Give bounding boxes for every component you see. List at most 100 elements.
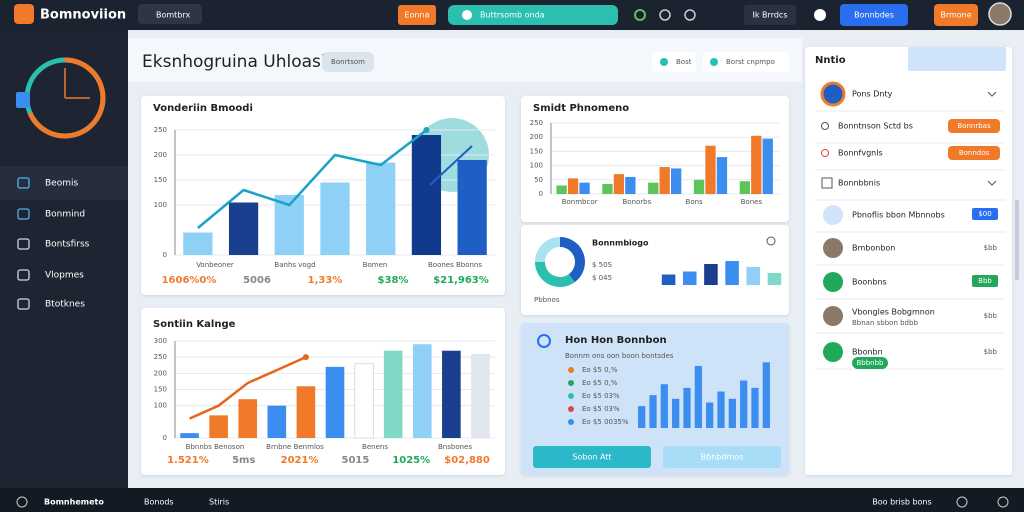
list-label[interactable]: Bonnbbnis: [838, 179, 880, 188]
bar: [683, 387, 691, 428]
button[interactable]: [840, 4, 908, 26]
nav-item[interactable]: Beomis: [45, 179, 78, 189]
tag-text: Bonrtsom: [331, 58, 365, 66]
panel-tab[interactable]: [908, 47, 1006, 71]
gauge-arc: [27, 57, 106, 139]
nav-item[interactable]: Bonmind: [45, 210, 85, 220]
stat: $38%: [378, 275, 409, 286]
x-tick-label: Bonmbcor: [562, 198, 598, 206]
avatar[interactable]: [988, 2, 1012, 26]
list-label[interactable]: Bmbonbon: [852, 244, 895, 253]
icon[interactable]: [684, 9, 696, 21]
bar: [567, 178, 579, 194]
nav-item[interactable]: Btotknes: [45, 300, 85, 310]
bar: [694, 365, 702, 428]
bar: [706, 402, 714, 428]
chevron[interactable]: [987, 180, 997, 186]
nav-active: [0, 166, 128, 200]
y-tick-label: 250: [154, 353, 167, 361]
bar: [457, 160, 487, 255]
button[interactable]: [652, 52, 696, 72]
bar: [625, 176, 636, 194]
list-label[interactable]: Bonntnson Sctd bs: [838, 122, 913, 131]
nav-item[interactable]: Bontsfirss: [45, 240, 90, 250]
icon[interactable]: [956, 496, 968, 508]
card-subtitle: Bonnm ons oon boon bontsdes: [565, 352, 674, 360]
decoration-line: [429, 145, 473, 186]
y-tick-label: 200: [154, 151, 167, 159]
y-tick-label: 250: [154, 126, 167, 134]
bar: [602, 184, 613, 194]
list-label[interactable]: Vbongles Bobgmnon: [852, 308, 935, 317]
pill[interactable]: [448, 5, 618, 25]
icon[interactable]: [814, 9, 826, 21]
bar: [767, 273, 782, 285]
icon: [823, 342, 843, 362]
list-label[interactable]: Pbnoflis bbon Mbnnobs: [852, 211, 945, 220]
button[interactable]: [934, 4, 978, 26]
nav-icon: [17, 177, 30, 189]
list-label[interactable]: Boonbns: [852, 278, 887, 287]
search-text: Bomtbrx: [156, 11, 190, 20]
icon: [820, 81, 846, 107]
button[interactable]: [398, 5, 436, 25]
icon[interactable]: [997, 496, 1009, 508]
y-tick-label: 150: [530, 147, 543, 155]
badge-text: Bbb: [978, 277, 992, 285]
badge[interactable]: [972, 208, 998, 220]
radio[interactable]: [821, 149, 829, 157]
badge[interactable]: [972, 275, 998, 287]
legend-dot: [568, 419, 574, 425]
stat: 5015: [341, 455, 369, 466]
icon: [823, 205, 843, 225]
list-label[interactable]: Pons Dnty: [852, 90, 893, 99]
bar: [354, 363, 374, 439]
radio[interactable]: [821, 122, 829, 130]
pill-icon: [462, 10, 472, 20]
link[interactable]: [744, 5, 796, 25]
card-title: Bonnmbiogo: [592, 239, 649, 248]
line: [189, 356, 307, 420]
icon[interactable]: [659, 9, 671, 21]
icon[interactable]: [634, 9, 646, 21]
bar: [705, 145, 716, 194]
button[interactable]: [948, 119, 1000, 133]
nav: Beomis Bonmind Bontsfirss Vlopmes Btotknes: [17, 177, 90, 310]
button[interactable]: [948, 146, 1000, 160]
bar: [716, 157, 728, 194]
bar: [672, 398, 680, 428]
list-label[interactable]: Bonnfvgnls: [838, 149, 883, 158]
button[interactable]: [663, 446, 781, 468]
stat: 5ms: [232, 455, 255, 466]
stat: 1,33%: [308, 275, 343, 286]
list-meta: $bb: [984, 348, 998, 356]
button[interactable]: [703, 52, 789, 72]
bar: [762, 362, 770, 428]
info-icon[interactable]: [766, 236, 776, 246]
list-meta: $bb: [984, 312, 998, 320]
footer-item[interactable]: Bonods: [144, 498, 174, 507]
x-tick-label: Bonorbs: [622, 198, 651, 206]
stat: 1025%: [392, 455, 430, 466]
bar: [383, 350, 403, 438]
button[interactable]: [533, 446, 651, 468]
caption: Pbbnos: [534, 296, 560, 304]
badge[interactable]: [852, 357, 888, 369]
bar: [412, 344, 432, 438]
icon: [823, 272, 843, 292]
bottom-bar: [0, 488, 1024, 512]
card: [521, 225, 789, 315]
stat: 1606%0%: [162, 275, 217, 286]
bar: [183, 232, 213, 255]
search[interactable]: [138, 4, 202, 24]
nav-icon: [17, 298, 30, 310]
chevron[interactable]: [987, 91, 997, 97]
bar: [725, 261, 739, 285]
logo: [14, 4, 34, 24]
scrollbar[interactable]: [1015, 200, 1019, 280]
nav-item[interactable]: Vlopmes: [45, 271, 84, 281]
footer-item: Bomnhemeto: [44, 498, 104, 507]
list-label[interactable]: Bbonbn: [852, 348, 883, 357]
footer-item[interactable]: Stiris: [209, 498, 229, 507]
